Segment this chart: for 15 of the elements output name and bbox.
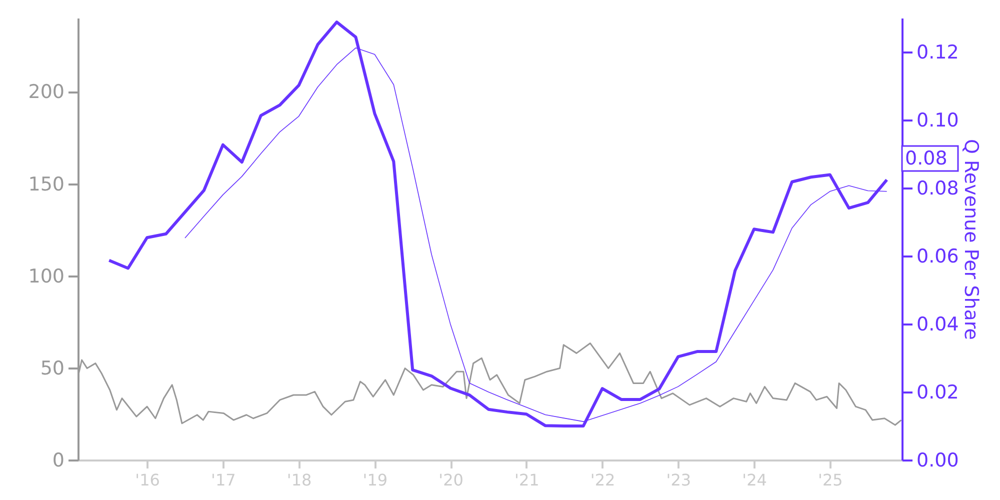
y-tick-label: 50 [40, 357, 64, 380]
text: 0.08 [905, 148, 948, 170]
y-tick-label: 150 [28, 173, 64, 196]
y-tick-label: 0 [52, 450, 64, 472]
y-tick-label: 200 [28, 81, 64, 104]
line-series [108, 20, 888, 428]
y2-tick-label: 0.08 [916, 178, 959, 200]
y2-tick-label: 0.04 [916, 314, 959, 336]
y2-tick-label: 0.00 [916, 450, 959, 472]
y-tick-label: 100 [28, 265, 64, 288]
y2-tick-label: 0.10 [916, 110, 959, 132]
y2-tick-label: 0.02 [916, 382, 959, 404]
y2-tick-label: 0.06 [916, 246, 959, 268]
y2-tick-label: 0.12 [916, 42, 959, 64]
y2-axis-title: Q Revenue Per Share [960, 139, 982, 340]
